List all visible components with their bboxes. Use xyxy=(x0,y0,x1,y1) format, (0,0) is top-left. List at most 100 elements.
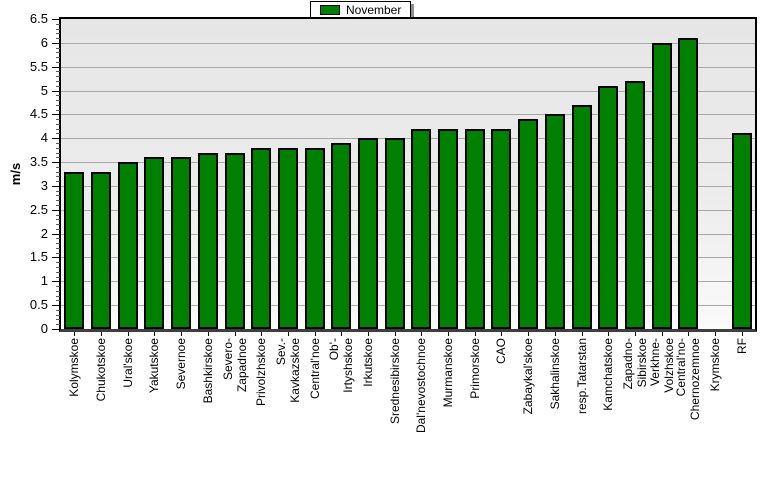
y-axis-minor-tick xyxy=(56,272,60,273)
x-axis-tick xyxy=(501,332,502,336)
y-axis-minor-tick xyxy=(56,148,60,149)
bar xyxy=(572,105,592,329)
y-axis-minor-tick xyxy=(56,191,60,192)
bar xyxy=(305,148,325,329)
y-axis-minor-tick xyxy=(56,76,60,77)
x-category-label: Privolzhskoe xyxy=(254,338,268,407)
y-axis-minor-tick xyxy=(56,133,60,134)
x-category-label: Ob'- Irtyshskoe xyxy=(327,338,355,393)
y-axis-tick xyxy=(52,281,60,282)
bar xyxy=(64,172,84,329)
y-axis-minor-tick xyxy=(56,253,60,254)
y-axis-tick xyxy=(52,210,60,211)
y-axis-tick xyxy=(52,114,60,115)
x-axis-tick xyxy=(555,332,556,336)
y-axis-tick xyxy=(52,91,60,92)
bar xyxy=(411,129,431,329)
y-axis-minor-tick xyxy=(56,62,60,63)
x-axis-tick xyxy=(235,332,236,336)
x-axis-tick xyxy=(368,332,369,336)
bar xyxy=(625,81,645,329)
x-category-label: Irkutskoe xyxy=(361,338,375,387)
y-axis-minor-tick xyxy=(56,33,60,34)
x-axis-tick xyxy=(608,332,609,336)
y-axis-tick-label: 3 xyxy=(40,178,48,193)
bar xyxy=(465,129,485,329)
bar xyxy=(598,86,618,329)
x-axis-tick xyxy=(288,332,289,336)
x-axis-tick xyxy=(181,332,182,336)
x-category-label: RF xyxy=(735,338,749,354)
gridline xyxy=(61,234,755,235)
bar xyxy=(678,38,698,329)
legend-swatch-icon xyxy=(320,5,340,15)
x-axis-tick xyxy=(582,332,583,336)
y-axis-tick xyxy=(52,138,60,139)
y-axis-minor-tick xyxy=(56,124,60,125)
y-axis-minor-tick xyxy=(56,224,60,225)
x-category-label: Zapadno- Sibirskoe xyxy=(621,338,649,390)
y-axis-minor-tick xyxy=(56,243,60,244)
y-axis-minor-tick xyxy=(56,172,60,173)
y-axis-tick xyxy=(52,305,60,306)
x-category-label: Kolymskoe xyxy=(67,338,81,397)
y-axis-tick xyxy=(52,43,60,44)
x-axis-tick xyxy=(208,332,209,336)
y-axis-minor-tick xyxy=(56,181,60,182)
y-axis-minor-tick xyxy=(56,157,60,158)
bar xyxy=(251,148,271,329)
y-axis-minor-tick xyxy=(56,195,60,196)
gridline xyxy=(61,114,755,115)
gridline xyxy=(61,210,755,211)
y-axis-minor-tick xyxy=(56,81,60,82)
y-axis-tick-label: 2.5 xyxy=(29,202,48,217)
y-axis-tick-label: 3.5 xyxy=(29,154,48,169)
y-axis-tick xyxy=(52,329,60,330)
y-axis-minor-tick xyxy=(56,215,60,216)
bar xyxy=(652,43,672,329)
x-axis-tick xyxy=(261,332,262,336)
y-axis-tick-label: 1.5 xyxy=(29,249,48,264)
x-axis-tick xyxy=(635,332,636,336)
y-axis-tick xyxy=(52,162,60,163)
y-axis-minor-tick xyxy=(56,229,60,230)
y-axis-tick-label: 0 xyxy=(40,321,48,336)
x-axis-tick xyxy=(395,332,396,336)
bar xyxy=(118,162,138,329)
x-category-label: Srednesibirskoe xyxy=(388,338,402,425)
y-axis-minor-tick xyxy=(56,176,60,177)
bar xyxy=(385,138,405,329)
y-axis-minor-tick xyxy=(56,205,60,206)
x-category-label: Kamchatskoe xyxy=(601,338,615,411)
y-axis-tick-label: 2 xyxy=(40,226,48,241)
x-axis-tick xyxy=(341,332,342,336)
y-axis-minor-tick xyxy=(56,267,60,268)
y-axis-minor-tick xyxy=(56,286,60,287)
x-category-label: Ural'skoe xyxy=(121,338,135,388)
x-category-label: Zabaykal'skoe xyxy=(521,338,535,415)
y-axis-tick xyxy=(52,67,60,68)
x-axis-tick xyxy=(715,332,716,336)
y-axis-minor-tick xyxy=(56,95,60,96)
y-axis-tick xyxy=(52,19,60,20)
y-axis-minor-tick xyxy=(56,219,60,220)
y-axis-minor-tick xyxy=(56,24,60,25)
x-category-label: Dal'nevostochnoe xyxy=(414,338,428,434)
y-axis-tick-label: 1 xyxy=(40,273,48,288)
y-axis-minor-tick xyxy=(56,110,60,111)
gridline xyxy=(61,43,755,44)
x-axis-tick xyxy=(662,332,663,336)
y-axis-minor-tick xyxy=(56,262,60,263)
gridline xyxy=(61,186,755,187)
x-axis-tick xyxy=(475,332,476,336)
y-axis-tick xyxy=(52,257,60,258)
x-axis-tick xyxy=(128,332,129,336)
gridline xyxy=(61,162,755,163)
y-axis-minor-tick xyxy=(56,119,60,120)
x-category-label: Central'no- Chernozemnoe xyxy=(674,338,702,421)
x-category-label: Central'noe xyxy=(308,338,322,399)
y-axis-tick-label: 4.5 xyxy=(29,106,48,121)
y-axis-minor-tick xyxy=(56,238,60,239)
x-category-label: Murmanskoe xyxy=(441,338,455,408)
x-axis-tick xyxy=(448,332,449,336)
